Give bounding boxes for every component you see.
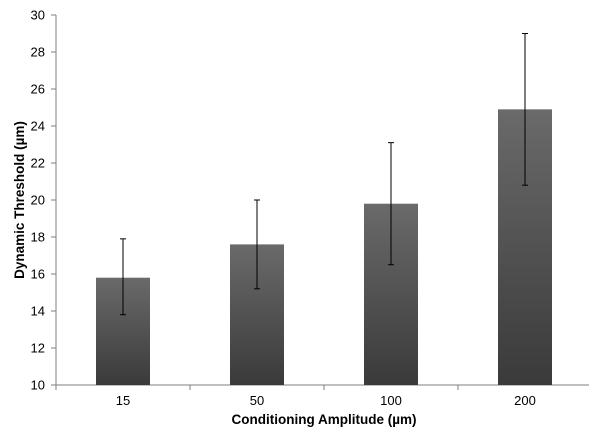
bars — [96, 109, 552, 385]
x-tick-label: 50 — [250, 393, 264, 408]
y-tick-label: 28 — [31, 45, 45, 60]
y-axis-title: Dynamic Threshold (µm) — [12, 121, 27, 279]
x-tick-label: 15 — [116, 393, 130, 408]
y-tick-label: 18 — [31, 230, 45, 245]
x-axis: 15 50 100 200 — [55, 384, 589, 408]
y-tick-label: 16 — [31, 267, 45, 282]
y-tick-label: 14 — [31, 304, 45, 319]
y-tick-label: 22 — [31, 156, 45, 171]
y-axis: 10 12 14 16 18 20 22 24 26 28 30 — [31, 8, 57, 393]
y-tick-label: 20 — [31, 193, 45, 208]
x-axis-title: Conditioning Amplitude (µm) — [232, 412, 417, 427]
y-tick-label: 10 — [31, 378, 45, 393]
y-tick-label: 24 — [31, 119, 45, 134]
error-bars — [120, 33, 528, 316]
y-tick-label: 12 — [31, 341, 45, 356]
y-tick-label: 30 — [31, 8, 45, 23]
x-tick-label: 100 — [380, 393, 402, 408]
x-tick-label: 200 — [514, 393, 536, 408]
y-tick-label: 26 — [31, 82, 45, 97]
